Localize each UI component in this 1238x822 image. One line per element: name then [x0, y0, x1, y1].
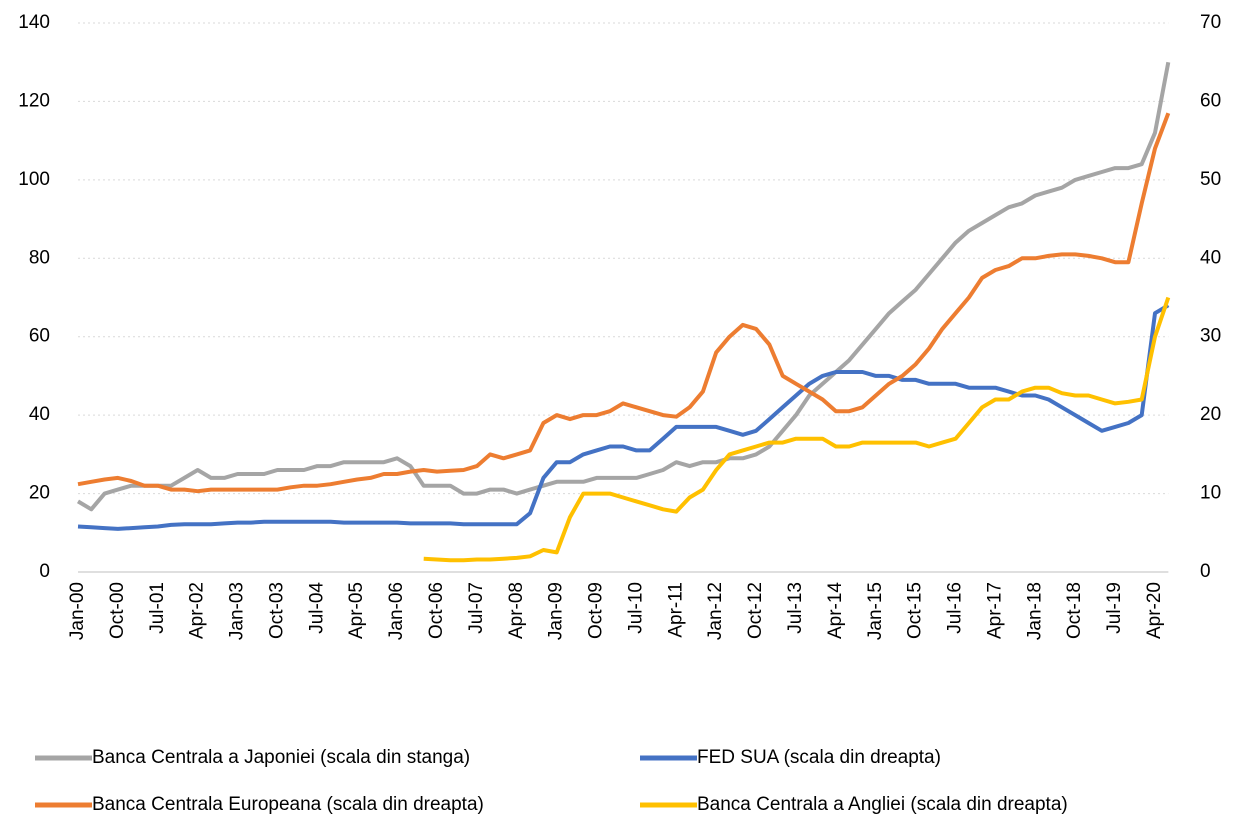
series-line: [423, 296, 1171, 563]
x-tick-label: Oct-06: [426, 582, 447, 639]
y2-tick-label: 20: [1200, 404, 1221, 425]
x-tick-label: Jan-03: [227, 582, 248, 640]
y-tick-label: 20: [29, 483, 50, 504]
y-tick-label: 80: [29, 247, 50, 268]
x-tick-label: Jul-13: [785, 582, 806, 634]
y2-tick-label: 30: [1200, 326, 1221, 347]
y2-tick-label: 10: [1200, 483, 1221, 504]
x-tick-label: Jan-06: [386, 582, 407, 640]
y-tick-label: 0: [39, 561, 50, 582]
x-tick-label: Jul-10: [625, 582, 646, 634]
x-tick-label: Oct-00: [107, 582, 128, 639]
y-tick-label: 60: [29, 326, 50, 347]
x-tick-label: Jan-00: [67, 582, 88, 640]
x-tick-label: Jul-19: [1104, 582, 1125, 634]
y2-tick-label: 40: [1200, 247, 1221, 268]
y-tick-label: 120: [18, 90, 50, 111]
legend-label: Banca Centrala a Japoniei (scala din sta…: [92, 747, 470, 768]
x-tick-label: Apr-20: [1144, 582, 1165, 639]
x-tick-label: Jul-04: [306, 582, 327, 634]
x-tick-label: Oct-09: [586, 582, 607, 639]
x-tick-label: Jan-15: [865, 582, 886, 640]
x-tick-label: Jan-09: [546, 582, 567, 640]
x-tick-label: Jul-07: [466, 582, 487, 634]
x-tick-label: Apr-05: [346, 582, 367, 639]
legend-label: Banca Centrala Europeana (scala din drea…: [92, 794, 484, 815]
y2-tick-label: 70: [1200, 12, 1221, 33]
x-tick-label: Jul-01: [147, 582, 168, 634]
legend-label: FED SUA (scala din dreapta): [697, 747, 941, 768]
x-tick-label: Jan-18: [1024, 582, 1045, 640]
x-tick-label: Jan-12: [705, 582, 726, 640]
x-tick-label: Oct-12: [745, 582, 766, 639]
x-tick-label: Apr-08: [506, 582, 527, 639]
x-tick-label: Apr-02: [187, 582, 208, 639]
series-line: [77, 112, 1171, 494]
x-tick-label: Oct-18: [1064, 582, 1085, 639]
legend-label: Banca Centrala a Angliei (scala din drea…: [697, 794, 1068, 815]
series-line: [77, 303, 1170, 531]
y-tick-label: 100: [18, 169, 50, 190]
y-tick-label: 40: [29, 404, 50, 425]
x-tick-label: Oct-15: [905, 582, 926, 639]
x-tick-label: Apr-14: [825, 582, 846, 639]
x-tick-label: Apr-11: [665, 582, 686, 638]
x-tick-label: Jul-16: [945, 582, 966, 634]
x-tick-label: Oct-03: [266, 582, 287, 639]
series-line: [76, 61, 1171, 512]
y-tick-label: 140: [18, 12, 50, 33]
y2-tick-label: 0: [1200, 561, 1211, 582]
y2-tick-label: 60: [1200, 90, 1221, 111]
y2-tick-label: 50: [1200, 169, 1221, 190]
x-tick-label: Apr-17: [984, 582, 1005, 639]
